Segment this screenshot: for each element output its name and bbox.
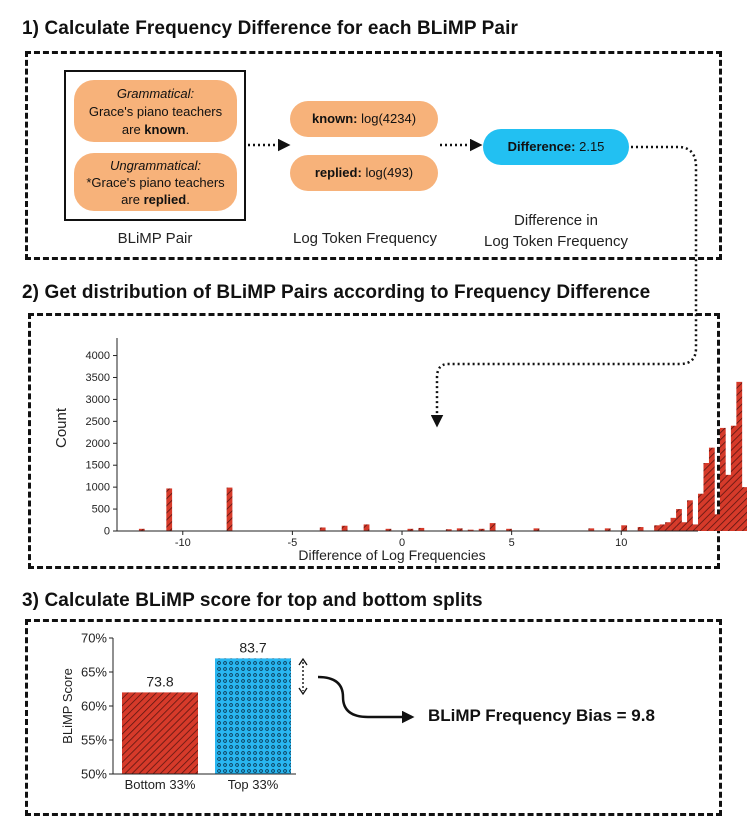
histogram-bar xyxy=(730,425,737,531)
known-frequency: known: log(4234) xyxy=(290,101,438,137)
score-bar xyxy=(215,658,291,774)
grammatical-text: Grace's piano teachers xyxy=(88,104,223,119)
histogram-bar xyxy=(681,522,688,531)
histogram-bar xyxy=(166,488,173,531)
histogram-x-tick-label: 0 xyxy=(399,537,405,549)
step1-box xyxy=(25,51,722,260)
histogram-bar xyxy=(659,524,666,531)
histogram-bar xyxy=(703,463,710,531)
arrow-to-bias-result xyxy=(317,675,415,724)
histogram-x-tick-label: 10 xyxy=(615,537,627,549)
histogram-x-tick-label: -10 xyxy=(175,537,191,549)
grammatical-word: known xyxy=(144,122,186,137)
histogram-bar xyxy=(407,528,414,531)
histogram-bar xyxy=(418,527,425,531)
ungrammatical-label: Ungrammatical: xyxy=(109,158,202,173)
frequency-bias-result: BLiMP Frequency Bias = 9.8 xyxy=(428,706,655,725)
histogram-x-tick-label: -5 xyxy=(288,537,298,549)
score-y-tick-label: 60% xyxy=(81,699,107,714)
step2-box xyxy=(28,313,720,569)
step2-title: 2) Get distribution of BLiMP Pairs accor… xyxy=(22,282,651,303)
ungrammatical-sentence: Ungrammatical: *Grace's piano teachers a… xyxy=(74,153,237,211)
histogram-bar xyxy=(698,493,704,531)
histogram-bar xyxy=(676,509,682,531)
histogram-bar xyxy=(506,528,512,531)
histogram-bar xyxy=(670,517,677,531)
histogram-y-tick-label: 1000 xyxy=(86,482,110,494)
score-category-label: Top 33% xyxy=(228,777,279,792)
histogram-y-tick-label: 2000 xyxy=(86,438,110,450)
histogram-y-tick-label: 2500 xyxy=(86,416,110,428)
histogram-bar xyxy=(741,487,747,531)
step1-title: 1) Calculate Frequency Difference for ea… xyxy=(22,18,518,39)
histogram-bar xyxy=(385,528,392,531)
score-y-tick-label: 50% xyxy=(81,767,107,782)
step3-box xyxy=(25,619,722,816)
histogram-bar xyxy=(665,522,671,531)
histogram-bar xyxy=(533,528,540,531)
histogram-bar xyxy=(226,487,233,531)
step3-title: 3) Calculate BLiMP score for top and bot… xyxy=(22,590,483,611)
histogram-bar xyxy=(319,527,326,531)
histogram-bar xyxy=(687,500,693,531)
histogram-y-tick-label: 3500 xyxy=(86,372,110,384)
ungrammatical-word: replied xyxy=(143,192,187,207)
blimp-pair-caption: BLiMP Pair xyxy=(117,230,193,247)
grammatical-sentence: Grammatical: Grace's piano teachers are … xyxy=(74,80,237,142)
score-bar-label: 73.8 xyxy=(146,673,173,689)
histogram-bar xyxy=(692,524,699,531)
histogram-bar xyxy=(588,528,595,531)
score-y-tick-label: 70% xyxy=(81,631,107,646)
histogram-bar xyxy=(456,528,463,531)
bias-bracket-top-tip xyxy=(298,657,308,666)
histogram-bar xyxy=(725,474,732,531)
histogram-y-tick-label: 1500 xyxy=(86,460,110,472)
histogram-y-tick-label: 4000 xyxy=(86,350,110,362)
histogram-bar xyxy=(138,528,145,531)
score-y-tick-label: 65% xyxy=(81,665,107,680)
difference-caption: Difference in Log Token Frequency xyxy=(484,212,628,250)
histogram-x-label: Difference of Log Frequencies xyxy=(298,547,485,563)
histogram-y-tick-label: 500 xyxy=(92,504,110,516)
blimp-pair-frame xyxy=(64,70,246,221)
score-y-label: BLiMP Score xyxy=(60,668,75,744)
difference-pill: Difference: 2.15 xyxy=(483,129,629,165)
histogram-x-tick-label: 5 xyxy=(509,537,515,549)
histogram-bar xyxy=(621,525,628,531)
score-category-label: Bottom 33% xyxy=(125,777,196,792)
histogram-y-label: Count xyxy=(53,407,70,448)
arrow-difference-to-histogram xyxy=(430,145,698,428)
histogram-bar xyxy=(654,525,660,531)
histogram-bar xyxy=(714,514,721,531)
histogram-bar xyxy=(467,529,474,531)
histogram-bar xyxy=(719,427,726,531)
histogram-bar xyxy=(708,447,715,531)
histogram-bar xyxy=(637,527,644,531)
histogram-bar xyxy=(478,528,485,531)
replied-frequency: replied: log(493) xyxy=(290,155,438,191)
score-bar xyxy=(122,692,198,774)
histogram-bar xyxy=(363,524,370,531)
histogram-bar xyxy=(341,525,348,531)
bias-bracket-bottom-tip xyxy=(298,687,308,696)
histogram-y-tick-label: 0 xyxy=(104,526,110,538)
histogram-bar xyxy=(445,529,452,531)
histogram-bar xyxy=(604,528,611,531)
histogram-y-tick-label: 3000 xyxy=(86,394,110,406)
log-token-frequency-caption: Log Token Frequency xyxy=(293,230,437,247)
histogram-bar xyxy=(489,523,496,531)
histogram-bar xyxy=(736,381,743,531)
score-bar-label: 83.7 xyxy=(239,639,266,655)
score-y-tick-label: 55% xyxy=(81,733,107,748)
ungrammatical-text: *Grace's piano teachers xyxy=(86,175,225,190)
grammatical-label: Grammatical: xyxy=(116,86,195,101)
